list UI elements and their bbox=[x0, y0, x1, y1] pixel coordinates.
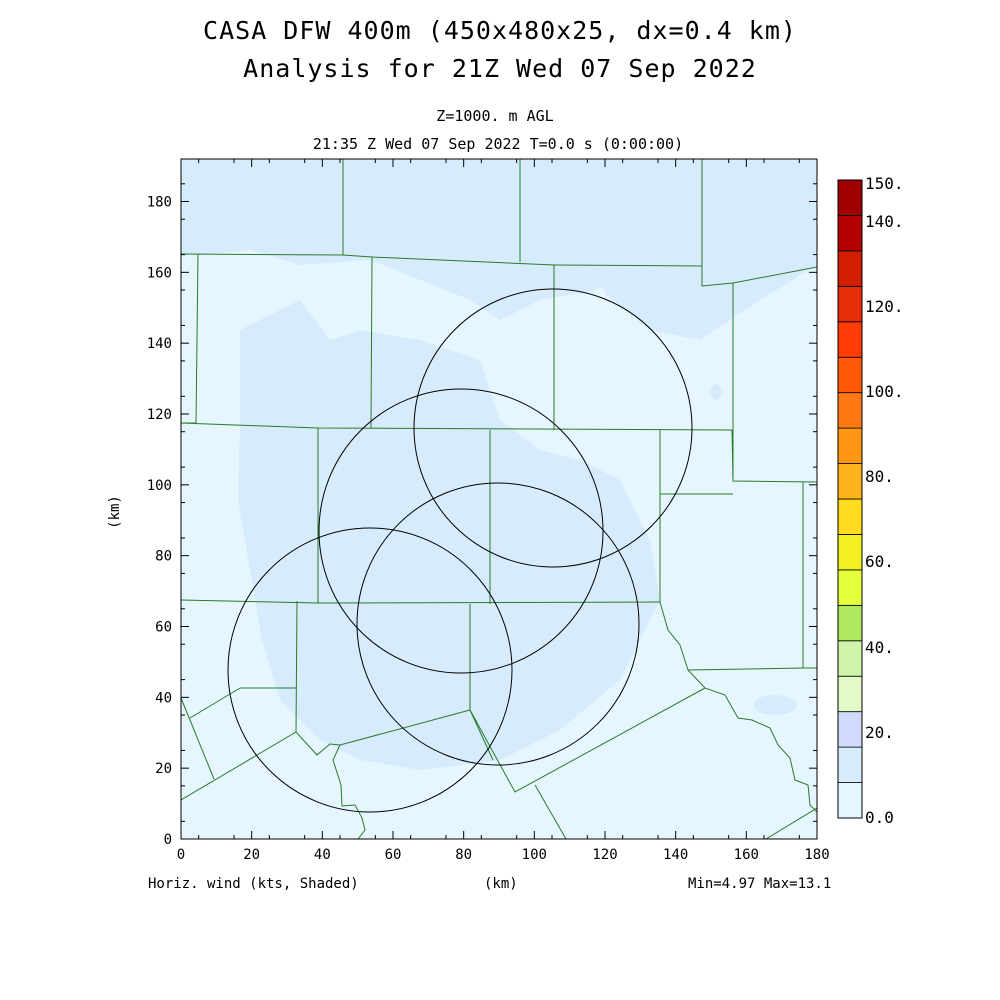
x-tick-label: 120 bbox=[592, 847, 617, 863]
colorbar-swatch bbox=[837, 746, 863, 783]
colorbar-swatch bbox=[837, 675, 863, 713]
wind-region-north bbox=[181, 159, 817, 340]
colorbar-swatch bbox=[837, 392, 863, 429]
y-tick-label: 100 bbox=[147, 478, 172, 494]
y-tick-label: 60 bbox=[155, 620, 172, 636]
y-tick-label: 20 bbox=[155, 761, 172, 777]
min-max-label: Min=4.97 Max=13.1 bbox=[688, 876, 832, 892]
colorbar-swatch bbox=[837, 285, 863, 323]
x-tick-label: 160 bbox=[734, 847, 759, 863]
y-tick-label: 0 bbox=[164, 832, 172, 848]
radar-ring bbox=[356, 482, 640, 766]
x-axis: 0 20 40 60 80 100 120 140 160 180 bbox=[177, 159, 830, 863]
radar-ring bbox=[318, 388, 604, 674]
wind-region-central bbox=[238, 300, 660, 770]
x-tick-label: 80 bbox=[455, 847, 472, 863]
colorbar-label: 60. bbox=[865, 552, 894, 571]
y-tick-label: 140 bbox=[147, 336, 172, 352]
x-tick-label: 0 bbox=[177, 847, 185, 863]
colorbar-swatch bbox=[837, 604, 863, 642]
colorbar-swatch bbox=[837, 711, 863, 748]
colorbar-label: 100. bbox=[865, 382, 904, 401]
plot-field bbox=[181, 159, 817, 839]
colorbar-swatch bbox=[837, 782, 863, 819]
x-tick-label: 40 bbox=[314, 847, 331, 863]
colorbar-label: 0.0 bbox=[865, 808, 894, 827]
x-tick-label: 20 bbox=[243, 847, 260, 863]
wind-patch bbox=[638, 358, 652, 372]
wind-patch bbox=[710, 384, 722, 400]
colorbar-swatch bbox=[837, 356, 863, 394]
x-tick-label: 180 bbox=[804, 847, 829, 863]
x-axis-unit-label: (km) bbox=[484, 876, 518, 892]
colorbar-label: 20. bbox=[865, 723, 894, 742]
colorbar-label: 120. bbox=[865, 297, 904, 316]
colorbar-swatch bbox=[837, 498, 863, 535]
colorbar-label: 140. bbox=[865, 212, 904, 231]
wind-patch bbox=[515, 346, 531, 358]
wind-patch bbox=[753, 695, 797, 715]
colorbar-swatch bbox=[837, 534, 863, 571]
y-tick-label: 180 bbox=[147, 195, 172, 211]
y-axis-label: (km) bbox=[107, 495, 123, 529]
colorbar-label: 40. bbox=[865, 638, 894, 657]
colorbar-swatch bbox=[837, 321, 863, 358]
colorbar-swatch bbox=[837, 215, 863, 252]
time-label: 21:35 Z Wed 07 Sep 2022 T=0.0 s (0:00:00… bbox=[312, 135, 684, 153]
radar-range-rings bbox=[227, 288, 693, 813]
level-label: Z=1000. m AGL bbox=[436, 107, 554, 125]
colorbar-swatch bbox=[837, 179, 863, 216]
colorbar-frame bbox=[837, 179, 863, 819]
colorbar-swatch bbox=[837, 463, 863, 500]
y-tick-label: 40 bbox=[155, 690, 172, 706]
x-tick-label: 60 bbox=[385, 847, 402, 863]
colorbar-label: 150. bbox=[865, 174, 904, 193]
county-boundaries bbox=[181, 159, 817, 839]
y-axis: 0 20 40 60 80 100 120 140 160 180 bbox=[147, 183, 817, 848]
colorbar-swatch bbox=[837, 250, 863, 287]
radar-ring bbox=[413, 288, 693, 568]
colorbar-swatch bbox=[837, 427, 863, 464]
y-tick-label: 160 bbox=[147, 265, 172, 281]
colorbar-label: 80. bbox=[865, 467, 894, 486]
chart-subtitle: Analysis for 21Z Wed 07 Sep 2022 bbox=[243, 54, 757, 83]
chart-title: CASA DFW 400m (450x480x25, dx=0.4 km) bbox=[203, 16, 797, 45]
colorbar-swatch bbox=[837, 569, 863, 606]
x-tick-label: 140 bbox=[663, 847, 688, 863]
y-tick-label: 120 bbox=[147, 407, 172, 423]
colorbar: 0.0 20. 40. 60. 80. 100. 120. 140. 150. bbox=[837, 174, 904, 827]
x-tick-label: 100 bbox=[522, 847, 547, 863]
wind-patch bbox=[595, 288, 605, 296]
radar-ring bbox=[227, 527, 513, 813]
y-tick-label: 80 bbox=[155, 549, 172, 565]
plot-frame bbox=[180, 158, 818, 840]
field-label: Horiz. wind (kts, Shaded) bbox=[148, 876, 359, 892]
colorbar-swatch bbox=[837, 640, 863, 677]
